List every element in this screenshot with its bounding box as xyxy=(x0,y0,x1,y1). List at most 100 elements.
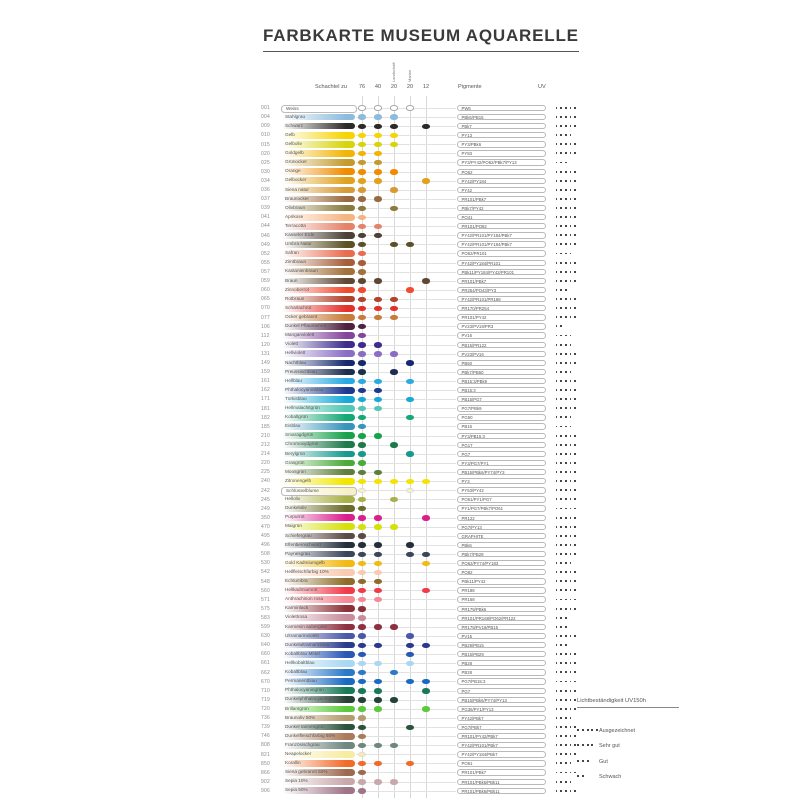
color-swatch: Dunkelphthalocyaningrün xyxy=(281,696,355,704)
uv-star-icon xyxy=(586,744,589,747)
pigment-pill: PG7/PY13 xyxy=(457,523,546,530)
color-swatch: Neapelocker xyxy=(281,751,355,758)
box-set-dot xyxy=(390,296,398,302)
color-name: Hellblau xyxy=(285,377,302,383)
box-set-dot xyxy=(406,487,414,494)
table-row: 249 Dunkeloliv PY1/PG7/PBk7/PO61 xyxy=(0,504,800,513)
box-set-dot xyxy=(390,524,398,530)
box-set-dot xyxy=(358,460,366,466)
box-set-dot xyxy=(406,360,414,366)
color-swatch: Paynesgrau xyxy=(281,550,355,558)
color-name: Chromoxydgrün xyxy=(285,441,319,447)
uv-star-icon xyxy=(564,407,567,410)
color-name: Anthrachinon rosa xyxy=(285,596,324,602)
uv-star-icon xyxy=(564,352,567,355)
uv-star-icon xyxy=(564,370,567,373)
box-set-dot xyxy=(358,542,366,548)
uv-star-icon xyxy=(574,234,577,237)
box-set-dot xyxy=(390,369,398,375)
color-swatch: Kobaltgrün xyxy=(281,414,355,421)
pigment-pill: PY42/PR101/PY184/PBk7 xyxy=(457,241,546,248)
uv-star-icon xyxy=(560,753,563,756)
color-number: 670 xyxy=(261,678,270,685)
pigment-code: PG17 xyxy=(461,442,473,448)
box-set-dot xyxy=(374,569,382,576)
row-rule-line xyxy=(356,644,456,646)
uv-star-icon xyxy=(574,735,577,738)
row-rule-line xyxy=(356,535,456,537)
pigment-code: PR101/PBk6/PBk11 xyxy=(461,788,500,794)
uv-star-icon xyxy=(560,279,563,282)
color-name: Safran xyxy=(285,250,299,256)
uv-star-icon xyxy=(555,207,558,209)
box-set-dot xyxy=(374,679,382,685)
uv-star-icon xyxy=(555,735,558,738)
uv-star-icon xyxy=(574,525,577,528)
row-rule-line xyxy=(356,399,456,400)
row-rule-line xyxy=(356,681,456,683)
color-name: Preussischblau xyxy=(285,368,317,374)
table-row: 350 Purpurrot PR122 xyxy=(0,513,800,522)
uv-star-icon xyxy=(560,152,563,155)
row-rule-line xyxy=(356,226,456,227)
uv-star-icon xyxy=(555,744,558,747)
pigment-code: PR101/PBk7 xyxy=(461,770,487,776)
color-swatch: Gelboliv xyxy=(281,141,355,148)
box-set-dot xyxy=(374,706,382,712)
uv-star-icon xyxy=(574,634,577,637)
color-name: Karmesin aubergine xyxy=(285,623,327,629)
uv-star-icon xyxy=(564,644,567,646)
pigment-code: PO62/PY74/PY183 xyxy=(461,561,499,567)
color-swatch: Manganviolett xyxy=(281,332,355,339)
color-name: Korallin xyxy=(285,760,301,766)
uv-star-icon xyxy=(555,434,558,437)
color-name: Karminlack xyxy=(285,605,309,611)
pigment-pill: PY42/PR101/PY184/PBk7 xyxy=(457,232,546,239)
color-name: Braunocker xyxy=(285,195,309,201)
box-set-dot xyxy=(406,105,414,111)
box-set-dot xyxy=(358,478,366,485)
uv-star-icon xyxy=(577,759,580,762)
uv-star-icon xyxy=(574,170,577,173)
uv-star-icon xyxy=(560,744,563,747)
color-swatch: Hellviolett xyxy=(281,350,355,358)
color-swatch: Echtumbra xyxy=(281,578,355,585)
color-swatch: Braunocker xyxy=(281,195,355,203)
color-swatch: Braunoliv 50% xyxy=(281,714,355,722)
uv-star-icon xyxy=(555,416,558,419)
pigment-code: PR101/PBk7 xyxy=(461,278,487,284)
uv-star-icon xyxy=(560,170,563,173)
color-name: Helloliv xyxy=(285,496,301,502)
color-number: 496 xyxy=(261,542,270,549)
box-set-dot xyxy=(390,132,398,139)
pigment-pill: PR101/PO82 xyxy=(457,223,546,230)
box-set-dot xyxy=(422,515,430,521)
uv-star-icon xyxy=(569,243,572,246)
color-name: Gelboliv xyxy=(285,141,302,146)
row-rule-line xyxy=(356,635,456,637)
uv-star-icon xyxy=(555,443,558,446)
uv-star-icon xyxy=(555,644,558,646)
uv-star-icon xyxy=(555,553,558,555)
uv-star-icon xyxy=(555,298,558,300)
uv-star-icon xyxy=(560,261,563,264)
pigment-code: PY3/PBk6 xyxy=(461,142,482,148)
uv-star-icon xyxy=(560,161,563,164)
row-rule-line xyxy=(356,207,456,209)
pigment-code: PB16 xyxy=(461,424,473,430)
box-set-dot xyxy=(390,624,398,630)
box-set-dot xyxy=(406,241,414,248)
uv-star-icon xyxy=(569,298,572,300)
color-name: Aprikose xyxy=(285,213,304,219)
row-rule-line xyxy=(356,772,456,774)
table-row: 149 Nachtblau PB60 xyxy=(0,358,800,367)
box-set-dot xyxy=(358,205,366,211)
uv-star-icon xyxy=(574,680,577,683)
box-set-dot xyxy=(374,688,382,694)
color-swatch: Dunkel tannengrün xyxy=(281,723,355,731)
color-number: 020 xyxy=(261,150,270,157)
pigment-pill: PW6 xyxy=(457,104,546,112)
uv-star-icon xyxy=(564,726,567,728)
color-name: Weiss xyxy=(286,105,299,111)
color-swatch: Moosgrün xyxy=(281,468,355,476)
